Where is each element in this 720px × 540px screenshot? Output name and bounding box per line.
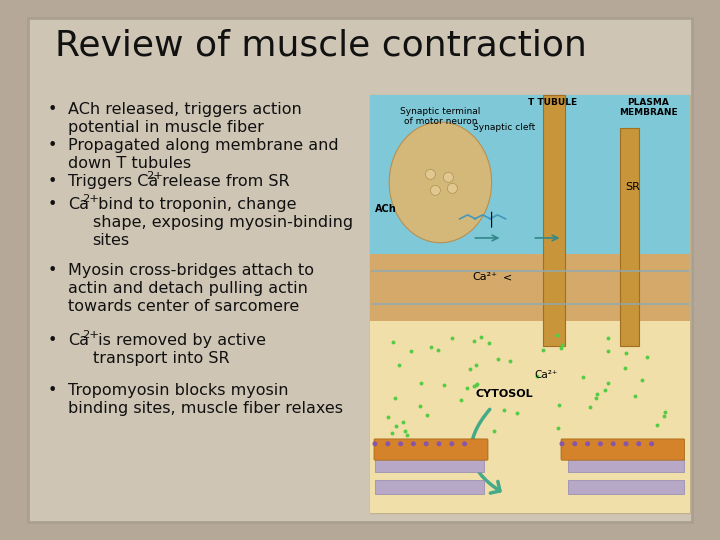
Ellipse shape — [444, 172, 454, 183]
Ellipse shape — [426, 170, 436, 179]
Text: is removed by active
transport into SR: is removed by active transport into SR — [93, 333, 266, 366]
Ellipse shape — [572, 441, 577, 446]
Ellipse shape — [649, 441, 654, 446]
Ellipse shape — [585, 441, 590, 446]
FancyArrowPatch shape — [472, 409, 500, 493]
Text: Synaptic terminal
of motor neuron: Synaptic terminal of motor neuron — [400, 107, 480, 126]
Ellipse shape — [611, 441, 616, 446]
Ellipse shape — [598, 441, 603, 446]
Ellipse shape — [436, 441, 441, 446]
Ellipse shape — [559, 441, 564, 446]
Text: CYTOSOL: CYTOSOL — [476, 389, 534, 399]
FancyBboxPatch shape — [561, 439, 685, 460]
Ellipse shape — [431, 185, 441, 195]
FancyBboxPatch shape — [620, 129, 639, 346]
Ellipse shape — [423, 441, 428, 446]
Ellipse shape — [385, 441, 390, 446]
Text: •: • — [48, 102, 58, 117]
Text: 2+: 2+ — [82, 194, 99, 204]
Text: T TUBULE: T TUBULE — [528, 98, 577, 107]
Ellipse shape — [372, 441, 377, 446]
FancyBboxPatch shape — [543, 95, 565, 346]
Text: Review of muscle contraction: Review of muscle contraction — [55, 28, 587, 62]
Ellipse shape — [624, 441, 629, 446]
Text: release from SR: release from SR — [157, 174, 289, 189]
Text: Propagated along membrane and
down T tubules: Propagated along membrane and down T tub… — [68, 138, 338, 171]
Text: ACh released, triggers action
potential in muscle fiber: ACh released, triggers action potential … — [68, 102, 302, 135]
Text: bind to troponin, change
shape, exposing myosin-binding
sites: bind to troponin, change shape, exposing… — [93, 197, 353, 248]
Ellipse shape — [462, 441, 467, 446]
Text: Myosin cross-bridges attach to
actin and detach pulling actin
towards center of : Myosin cross-bridges attach to actin and… — [68, 263, 314, 314]
FancyBboxPatch shape — [568, 480, 683, 494]
Ellipse shape — [390, 122, 492, 242]
FancyBboxPatch shape — [375, 480, 484, 494]
FancyBboxPatch shape — [370, 95, 690, 254]
Ellipse shape — [447, 184, 457, 193]
Text: •: • — [48, 174, 58, 189]
Text: <: < — [503, 272, 513, 282]
Text: PLASMA
MEMBRANE: PLASMA MEMBRANE — [619, 98, 678, 117]
FancyBboxPatch shape — [568, 458, 683, 472]
Ellipse shape — [636, 441, 642, 446]
Text: Ca²⁺: Ca²⁺ — [534, 369, 558, 380]
Text: Ca: Ca — [68, 333, 89, 348]
FancyBboxPatch shape — [374, 439, 488, 460]
Text: ACh: ACh — [375, 204, 397, 214]
FancyBboxPatch shape — [370, 321, 690, 513]
FancyBboxPatch shape — [370, 254, 690, 321]
Text: •: • — [48, 197, 58, 212]
Text: Ca²⁺: Ca²⁺ — [473, 272, 498, 282]
Text: •: • — [48, 138, 58, 153]
FancyBboxPatch shape — [375, 458, 484, 472]
Text: 2+: 2+ — [146, 171, 163, 181]
FancyBboxPatch shape — [370, 95, 690, 513]
Ellipse shape — [411, 441, 416, 446]
Ellipse shape — [398, 441, 403, 446]
Text: •: • — [48, 383, 58, 398]
Text: 2+: 2+ — [82, 330, 99, 340]
Text: Ca: Ca — [68, 197, 89, 212]
Text: Tropomyosin blocks myosin
binding sites, muscle fiber relaxes: Tropomyosin blocks myosin binding sites,… — [68, 383, 343, 416]
Text: Synaptic cleft: Synaptic cleft — [473, 123, 536, 132]
Text: •: • — [48, 333, 58, 348]
Text: Triggers Ca: Triggers Ca — [68, 174, 158, 189]
Ellipse shape — [449, 441, 454, 446]
Text: •: • — [48, 263, 58, 278]
Text: SR: SR — [625, 182, 640, 192]
FancyBboxPatch shape — [28, 18, 692, 522]
